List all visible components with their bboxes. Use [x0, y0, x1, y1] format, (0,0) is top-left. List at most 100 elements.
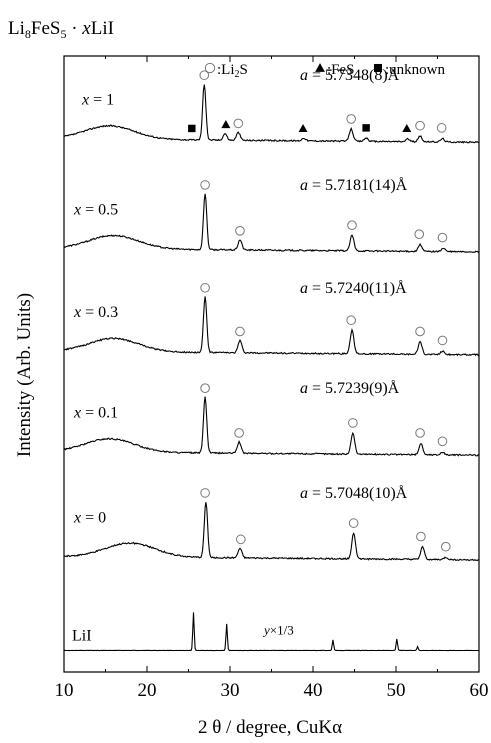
scale-value: ×1/3 — [270, 622, 294, 637]
series-name-label: x = 0.3 — [73, 304, 118, 321]
title-li: Li — [8, 18, 25, 39]
lattice-annotation: a = 5.7048(10)Å — [300, 484, 408, 502]
li2s-marker — [348, 518, 359, 528]
title-sub-8: 8 — [25, 27, 31, 41]
lattice-var: a — [300, 485, 308, 502]
title-lii: LiI — [91, 18, 114, 39]
fes-marker — [402, 123, 412, 133]
y-axis-label: Intensity (Arb. Units) — [14, 293, 35, 457]
li2s-marker — [346, 114, 356, 124]
lattice-value: = 5.7239(9)Å — [308, 379, 400, 397]
li2s-marker — [437, 436, 448, 447]
lattice-value: = 5.7181(14)Å — [308, 176, 408, 194]
li2s-marker — [415, 120, 425, 131]
lattice-var: a — [300, 280, 308, 297]
li2s-marker — [437, 335, 448, 346]
x-axis-label: 2 θ / degree, CuKα — [198, 717, 342, 738]
xrd-series-0: x = 1 a = 5.7348(8)Å — [63, 66, 480, 144]
x-tick-label: 50 — [387, 680, 406, 701]
series-eq: = 0.5 — [81, 201, 118, 218]
li2s-marker — [348, 418, 358, 428]
scale-annotation: y×1/3 — [262, 622, 294, 637]
series-name-label: x = 0.1 — [73, 405, 118, 422]
li2s-marker — [440, 541, 451, 552]
li2s-marker — [414, 229, 425, 239]
lattice-annotation: a = 5.7239(9)Å — [300, 379, 400, 397]
li2s-marker — [437, 232, 448, 243]
legend-label-main: :FeS — [327, 62, 355, 78]
xrd-trace — [63, 612, 479, 652]
li2s-marker — [415, 428, 425, 438]
fes-marker — [315, 63, 325, 72]
series-name-label: x = 0.5 — [73, 201, 118, 218]
series-eq: = 0 — [81, 509, 106, 526]
li2s-marker — [200, 282, 210, 293]
li2s-marker — [200, 383, 210, 393]
lattice-var: a — [300, 380, 308, 397]
series-name-label: LiI — [72, 627, 92, 644]
li2s-marker — [235, 534, 246, 545]
series-var: x — [73, 405, 81, 422]
xrd-trace — [63, 84, 480, 144]
xrd-trace — [63, 502, 480, 562]
legend-label: :FeS — [327, 62, 355, 78]
legend-item-1: :FeS — [315, 62, 355, 78]
li2s-marker — [200, 488, 210, 498]
xrd-series-3: x = 0.1 a = 5.7239(9)Å — [63, 379, 480, 457]
lattice-annotation: a = 5.7240(11)Å — [300, 279, 407, 297]
chart-title: Li8FeS5 · xLiI — [8, 18, 114, 41]
li2s-marker — [235, 225, 245, 236]
li2s-marker — [235, 326, 245, 337]
plot-area: 10 20 30 40 50 60:Li2S:FeS:unknown x = 1 a = 5.… — [55, 55, 489, 701]
li2s-marker — [204, 62, 216, 74]
legend-item-2: :unknown — [373, 62, 446, 78]
xrd-series-4: x = 0 a = 5.7048(10)Å — [63, 484, 480, 562]
x-tick-label: 30 — [221, 680, 240, 701]
li2s-marker — [234, 428, 244, 438]
lattice-value: = 5.7048(10)Å — [308, 484, 408, 502]
unknown-marker — [362, 124, 370, 132]
series-eq: = 0.1 — [81, 405, 118, 422]
lattice-value: = 5.7240(11)Å — [308, 279, 407, 297]
xrd-trace — [63, 396, 480, 457]
legend-label-main: :Li — [217, 62, 235, 78]
xrd-series-5: LiI y×1/3 — [63, 612, 479, 652]
x-tick-label: 60 — [470, 680, 489, 701]
plot-frame — [63, 55, 480, 673]
li2s-marker — [199, 70, 210, 81]
title-dot: · — [66, 18, 82, 39]
legend-label-sub: 2 — [235, 69, 240, 80]
series-var: x — [73, 201, 81, 218]
series-eq: = 1 — [89, 92, 114, 109]
series-var: x — [81, 92, 89, 109]
xrd-series-2: x = 0.3 a = 5.7240(11)Å — [63, 279, 480, 357]
lattice-var: a — [300, 67, 308, 84]
xrd-series-1: x = 0.5 a = 5.7181(14)Å — [63, 176, 480, 254]
title-fes: FeS — [31, 18, 61, 39]
series-var: x — [73, 509, 81, 526]
x-tick-label: 10 — [55, 680, 74, 701]
series-name-label: x = 1 — [81, 92, 114, 109]
unknown-marker — [373, 63, 383, 73]
xrd-trace — [63, 296, 480, 357]
legend-label: :unknown — [385, 62, 446, 78]
legend-label-tail: S — [240, 62, 248, 78]
title-sub-5: 5 — [60, 27, 66, 41]
series-name-label: x = 0 — [73, 509, 106, 526]
li2s-marker — [416, 531, 426, 542]
legend-label: :Li2S — [217, 62, 248, 80]
lattice-var: a — [300, 177, 308, 194]
lattice-annotation: a = 5.7181(14)Å — [300, 176, 408, 194]
li2s-marker — [347, 220, 357, 231]
li2s-marker — [436, 123, 447, 133]
scale-var: y — [262, 622, 270, 637]
li2s-marker — [200, 180, 210, 190]
x-tick-label: 20 — [138, 680, 157, 701]
lattice-value: = 5.7348(8)Å — [308, 66, 400, 84]
li2s-marker — [415, 326, 425, 337]
legend-item-0: :Li2S — [204, 62, 248, 80]
legend-label-main: :unknown — [385, 62, 446, 78]
fes-marker — [221, 120, 231, 129]
fes-marker — [298, 123, 308, 133]
